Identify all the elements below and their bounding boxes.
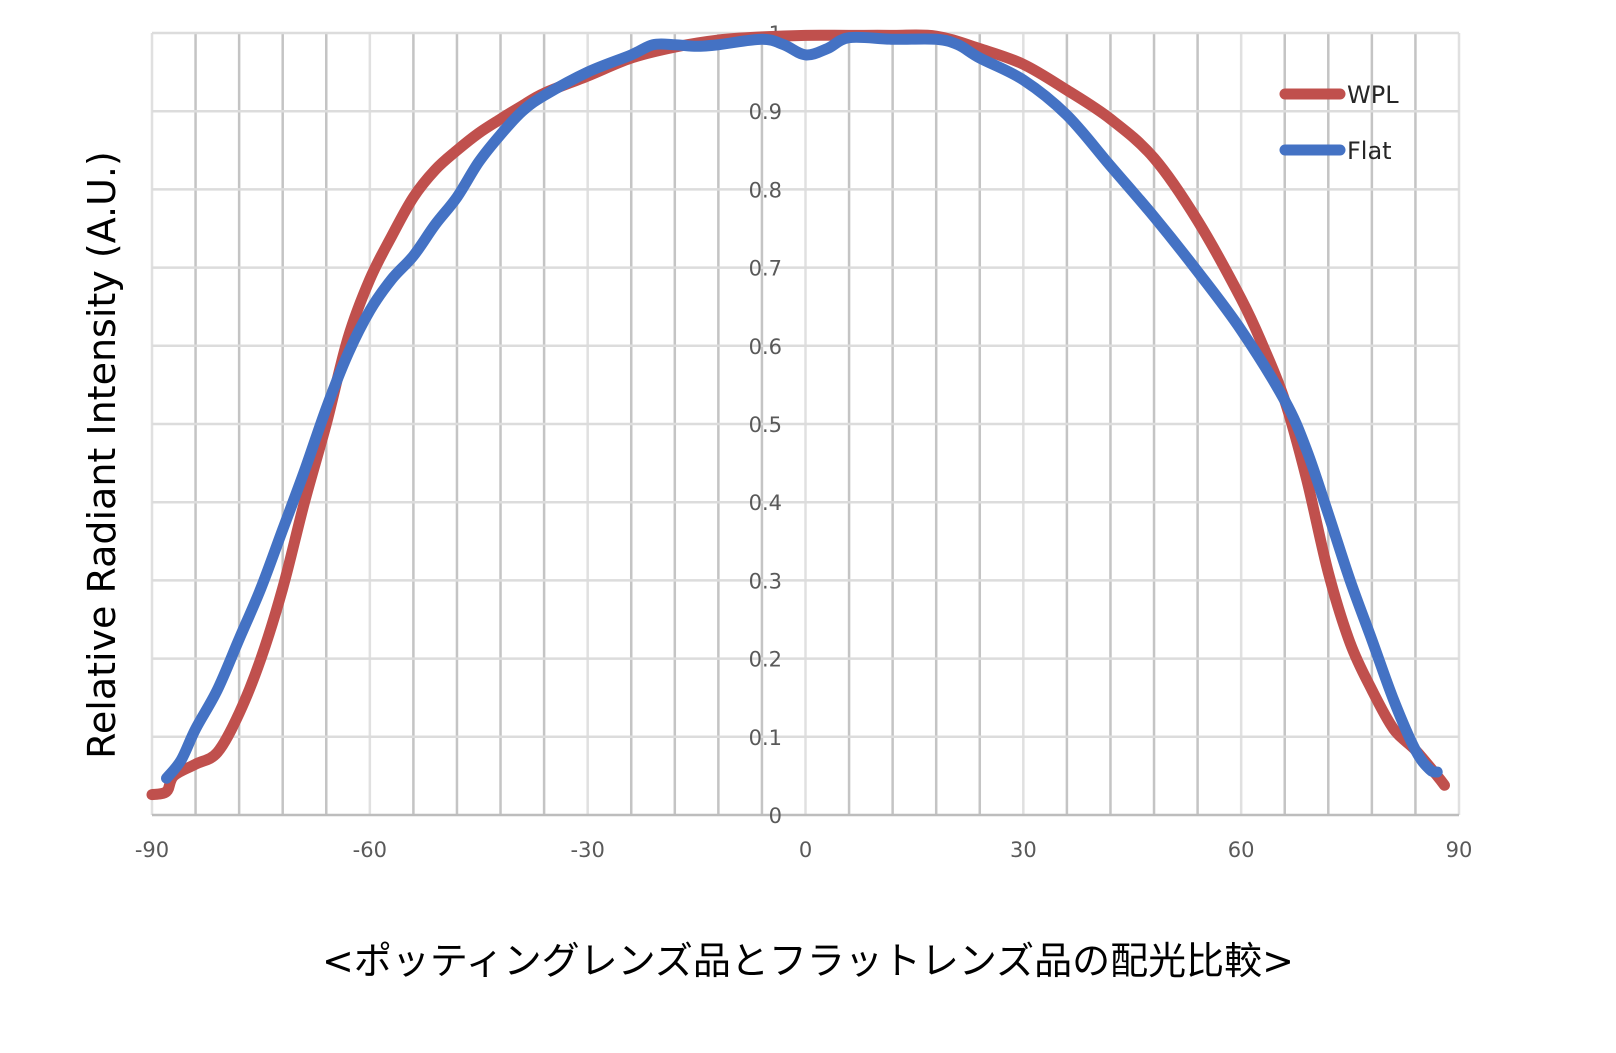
y-tick-label: 0.8 xyxy=(749,178,782,202)
series-line-flat xyxy=(161,31,1443,784)
y-tick-label: 0 xyxy=(769,804,782,828)
chart-caption: <ポッティングレンズ品とフラットレンズ品の配光比較> xyxy=(322,939,1294,983)
y-axis-label: Relative Radiant Intensity (A.U.) xyxy=(80,151,124,759)
y-tick-label: 0.5 xyxy=(749,413,782,437)
y-tick-label: 0.1 xyxy=(749,726,782,750)
y-tick-label: 0.2 xyxy=(749,648,782,672)
x-tick-label: -30 xyxy=(571,838,605,862)
y-tick-label: 0.7 xyxy=(749,257,782,281)
series-line-wpl xyxy=(146,29,1450,801)
y-tick-label: 0.6 xyxy=(749,335,782,359)
x-tick-label: 60 xyxy=(1228,838,1255,862)
y-tick-label: 0.3 xyxy=(749,569,782,593)
x-tick-label: -60 xyxy=(353,838,387,862)
x-tick-label: 90 xyxy=(1446,838,1473,862)
y-tick-label: 0.9 xyxy=(749,100,782,124)
x-tick-label: -90 xyxy=(135,838,169,862)
y-tick-label: 0.4 xyxy=(749,491,782,515)
legend-label-wpl: WPL xyxy=(1347,81,1399,109)
x-tick-label: 0 xyxy=(799,838,812,862)
x-tick-label: 30 xyxy=(1010,838,1037,862)
legend-label-flat: Flat xyxy=(1347,137,1392,165)
